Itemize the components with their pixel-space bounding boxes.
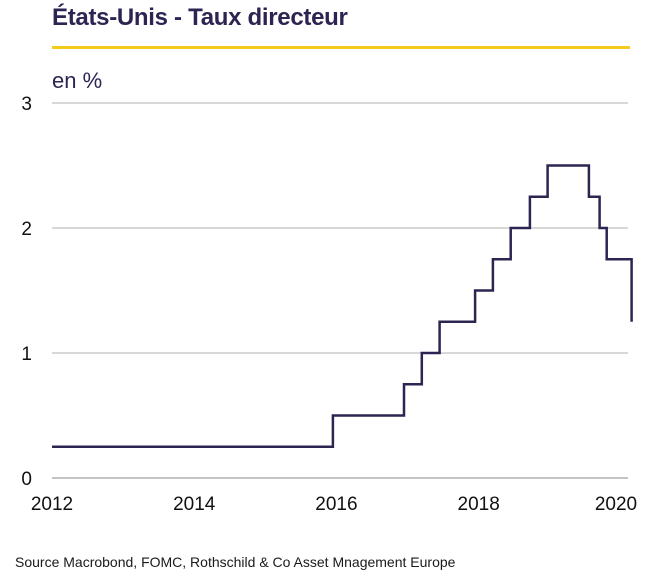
- series-line: [52, 164, 633, 449]
- y-unit-label: en %: [52, 68, 103, 93]
- y-tick-label: 2: [21, 219, 32, 240]
- y-tick-labels: 0 1 2 3: [21, 94, 32, 490]
- source-note: Source Macrobond, FOMC, Rothschild & Co …: [15, 554, 456, 570]
- x-tick-label: 2012: [31, 494, 73, 515]
- x-tick-label: 2014: [173, 494, 216, 515]
- y-tick-label: 1: [21, 344, 32, 365]
- gridlines: [52, 102, 628, 479]
- x-tick-label: 2016: [315, 494, 357, 515]
- y-tick-label: 3: [21, 94, 32, 115]
- title-underline: [52, 46, 630, 49]
- chart-title: États-Unis - Taux directeur: [52, 4, 348, 31]
- x-tick-labels: 2012 2014 2016 2018 2020: [31, 494, 637, 515]
- x-tick-label: 2018: [458, 494, 500, 515]
- x-tick-label: 2020: [595, 494, 637, 515]
- y-tick-label: 0: [21, 469, 32, 490]
